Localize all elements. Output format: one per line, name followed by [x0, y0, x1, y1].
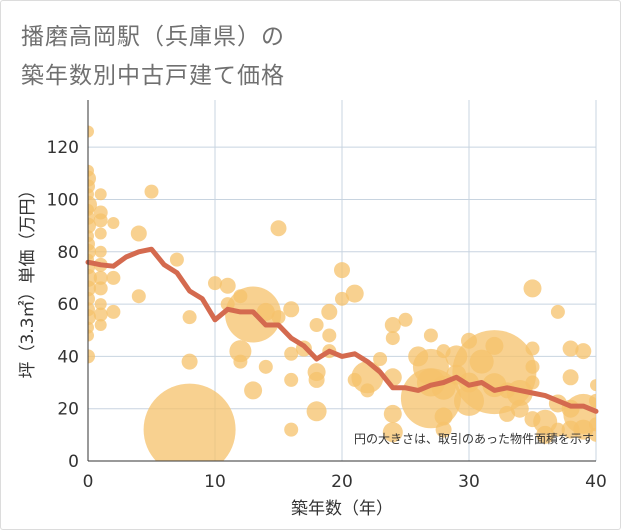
- bubble-point: [485, 336, 504, 355]
- bubble-point: [525, 375, 540, 390]
- bubble-point: [575, 343, 592, 360]
- chart-title-line2: 築年数別中古戸建て価格: [21, 63, 285, 89]
- bubble-point: [523, 279, 542, 298]
- bubble-point: [93, 270, 108, 285]
- bubble-point: [130, 225, 147, 242]
- x-tick-label: 40: [585, 472, 607, 492]
- axes: 0 10 20 30 40 0 20 40 60 80 100 120: [47, 100, 607, 492]
- y-tick-label: 20: [57, 400, 79, 420]
- bubble-point: [590, 379, 596, 392]
- x-tick-label: 0: [83, 472, 94, 492]
- bubble-point: [88, 329, 94, 342]
- trend-line-layer: [85, 246, 599, 414]
- bubble-point: [284, 346, 299, 361]
- bubble-point: [525, 359, 540, 374]
- bubble-point: [562, 369, 579, 386]
- x-axis-label: 築年数（年）: [291, 499, 393, 519]
- bubble-point: [229, 340, 252, 363]
- bubble-point: [219, 277, 236, 294]
- size-annotation: 円の大きさは、取引のあった物件面積を示す: [354, 431, 594, 446]
- bubble-point: [93, 213, 108, 228]
- bubble-point: [589, 417, 596, 432]
- bubble-point: [270, 220, 287, 237]
- bubble-point: [360, 383, 375, 398]
- bubble-point: [107, 217, 120, 229]
- bubble-point: [322, 328, 337, 343]
- bubble-point: [589, 427, 596, 442]
- y-tick-label: 120: [47, 138, 79, 158]
- bubble-point: [435, 421, 452, 438]
- bubble-point: [208, 276, 222, 291]
- bubble-point: [233, 354, 248, 369]
- bubble-point: [284, 372, 299, 387]
- bubble-point: [525, 341, 540, 356]
- bubble-point: [106, 304, 121, 319]
- bubble-point: [182, 310, 197, 325]
- y-tick-label: 0: [68, 452, 79, 472]
- bubble-point: [506, 380, 533, 406]
- chart-title-line1: 播磨高岡駅（兵庫県）の: [21, 24, 285, 50]
- bubble-point: [335, 291, 349, 306]
- bubble-point: [373, 352, 388, 366]
- bubble-point: [306, 401, 327, 422]
- bubble-point: [398, 312, 413, 327]
- bubble-point: [334, 262, 350, 279]
- bubble-point: [562, 340, 579, 357]
- y-tick-label: 40: [57, 347, 79, 367]
- bubble-point: [510, 399, 529, 418]
- bubble-point: [283, 301, 300, 318]
- bubble-point: [181, 353, 198, 370]
- bubble-point: [383, 404, 402, 423]
- bubble-point: [434, 407, 453, 426]
- bubble-point: [94, 188, 107, 201]
- bubble-point: [131, 289, 146, 304]
- bubble-point: [88, 125, 94, 138]
- bubble-point: [284, 422, 299, 437]
- y-tick-label: 60: [57, 295, 79, 315]
- bubble-point: [271, 310, 286, 325]
- bubble-point: [93, 281, 108, 296]
- bubble-point: [93, 307, 108, 322]
- bubble-point: [256, 302, 275, 321]
- bubble-point: [94, 319, 107, 331]
- bubble-point: [308, 371, 325, 388]
- bubble-point: [550, 304, 565, 319]
- bubble-point: [143, 383, 236, 461]
- bubble-point: [309, 318, 324, 332]
- bubble-point: [244, 381, 263, 400]
- bubble-point: [384, 317, 401, 333]
- bubble-layer: [88, 125, 596, 461]
- bubble-point: [88, 291, 95, 306]
- bubble-point: [385, 331, 400, 346]
- y-tick-label: 100: [47, 190, 79, 210]
- bubble-point: [88, 349, 95, 364]
- bubble-point: [573, 419, 594, 440]
- x-tick-label: 10: [204, 472, 226, 492]
- bubble-point: [321, 303, 338, 320]
- bubble-point: [106, 270, 121, 285]
- bubble-point: [550, 422, 565, 437]
- bubble-point: [258, 359, 273, 374]
- y-tick-label: 80: [57, 243, 79, 263]
- bubble-point: [169, 252, 184, 267]
- x-tick-label: 30: [458, 472, 480, 492]
- bubble-point: [589, 393, 596, 408]
- bubble-point: [94, 298, 107, 311]
- bubble-point: [144, 184, 159, 199]
- bubble-point: [94, 227, 107, 240]
- average-price-line: [85, 246, 599, 414]
- bubble-point: [536, 425, 555, 444]
- x-tick-label: 20: [331, 472, 353, 492]
- bubble-point: [382, 422, 403, 443]
- y-axis-label: 坪（3.3㎡）単価（万円）: [18, 181, 38, 378]
- bubble-point: [345, 284, 364, 303]
- bubble-point: [94, 245, 107, 258]
- bubble-point: [423, 328, 438, 343]
